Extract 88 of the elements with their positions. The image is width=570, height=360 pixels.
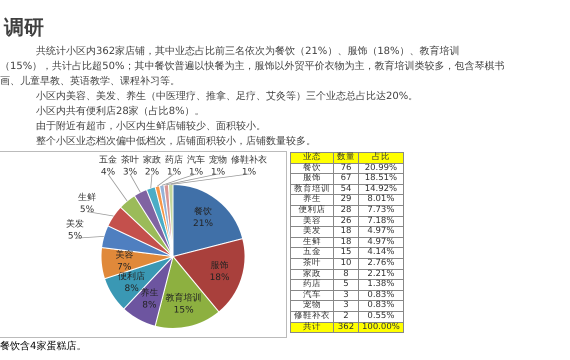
data-label: 1% xyxy=(210,167,226,178)
text: 2.76% xyxy=(358,258,404,270)
category-label: 教育培训 xyxy=(294,184,330,194)
text: 67 xyxy=(334,173,358,184)
data-label: 8% xyxy=(142,300,157,311)
slice-label: 五金 xyxy=(98,154,117,166)
text: 7.73% xyxy=(358,204,404,216)
text: 18 xyxy=(334,226,358,238)
data-label: 1% xyxy=(242,167,257,178)
text: 餐饮含4家蛋糕店。 xyxy=(0,340,86,353)
slice-label: 美容 xyxy=(115,249,134,260)
text: 54 xyxy=(334,184,358,195)
text: 2.21% xyxy=(358,268,404,280)
text: 28 xyxy=(334,204,358,216)
text: 362 xyxy=(334,322,358,333)
text: 小区内美容、美发、养生（中医理疗、推拿、足疗、艾灸等）三个业态总占比达20%。 xyxy=(35,90,420,104)
category-label: 生鲜 xyxy=(303,236,321,247)
category-label: 药店 xyxy=(303,279,321,290)
text: 4.97% xyxy=(358,236,404,248)
data-label: 7% xyxy=(117,262,132,272)
slice-label: 便利店 xyxy=(118,271,146,282)
text: 0.55% xyxy=(358,310,404,322)
text: 100.00% xyxy=(358,322,404,333)
category-label: 汽车 xyxy=(303,290,321,300)
data-label: 21% xyxy=(193,219,214,230)
category-label: 五金 xyxy=(303,247,321,258)
text: 5 xyxy=(334,279,358,290)
text: 业态 xyxy=(290,152,334,164)
text: 18.51% xyxy=(358,173,404,184)
text: 3 xyxy=(334,290,358,301)
data-label: 15% xyxy=(174,306,194,316)
text: 10 xyxy=(334,258,358,270)
slice-label: 家政 xyxy=(142,154,161,166)
text: 2 xyxy=(334,310,358,322)
category-label: 美容 xyxy=(303,216,321,226)
data-label: 2% xyxy=(144,167,160,178)
slice-label: 药店 xyxy=(164,154,183,166)
category-label: 餐饮 xyxy=(303,162,321,173)
slice-label: 餐饮 xyxy=(194,206,212,218)
slice-label: 修鞋补衣 xyxy=(230,154,267,166)
text: 3 xyxy=(334,300,358,312)
text: 8 xyxy=(334,268,358,280)
text: 26 xyxy=(334,216,358,227)
data-label: 5% xyxy=(68,232,83,242)
text: 15 xyxy=(334,247,358,258)
slice-label: 教育培训 xyxy=(166,292,202,304)
text: 共计 xyxy=(290,322,334,333)
text: 8.01% xyxy=(358,194,404,206)
slice-label: 茶叶 xyxy=(120,154,139,166)
data-label: 5% xyxy=(80,205,95,216)
text: 共统计小区内362家店铺，其中业态占比前三名依次为餐饮（21%）、服饰（18%）、教育培训（15%），共计占比超50%；其中餐饮普遍以快餐为主，服饰以外贸平价衣物为主，教育培训类较多，包含琴棋书画、儿童早教、英语教学、课程补习等。 xyxy=(0,44,505,89)
data-label: 3% xyxy=(122,167,138,178)
category-label: 便利店 xyxy=(298,204,326,215)
text: 7.18% xyxy=(358,216,404,227)
data-label: 4% xyxy=(100,167,116,178)
slice-label: 美发 xyxy=(66,218,84,230)
data-label: 8% xyxy=(124,284,140,294)
text: 数量 xyxy=(334,152,358,164)
category-label: 宠物 xyxy=(303,300,321,310)
slice-label: 生鲜 xyxy=(78,192,96,204)
slice-label: 服饰 xyxy=(210,260,229,271)
text: 整个小区业态档次偏中低档次，店铺面积较小，店铺数量较多。 xyxy=(35,134,317,149)
slice-label: 养生 xyxy=(140,288,158,299)
text: 20.99% xyxy=(358,162,404,174)
chart-title: 调研 xyxy=(4,14,44,41)
text: 1.38% xyxy=(358,279,404,290)
category-label: 美发 xyxy=(303,226,321,236)
category-label: 服饰 xyxy=(303,173,321,184)
text: 小区内共有便利店28家（占比8%）。 xyxy=(35,104,206,119)
category-label: 养生 xyxy=(303,194,321,204)
text: 4.14% xyxy=(358,247,404,258)
data-label: 1% xyxy=(188,167,204,178)
slice-label: 宠物 xyxy=(208,154,227,166)
category-label: 修鞋补衣 xyxy=(294,310,330,321)
data-label: 18% xyxy=(210,272,230,283)
category-label: 茶叶 xyxy=(303,258,321,268)
text: 14.92% xyxy=(358,184,404,195)
text: 76 xyxy=(334,162,358,174)
slice-label: 汽车 xyxy=(186,154,205,166)
text: 0.83% xyxy=(358,290,404,301)
text: 占比 xyxy=(358,152,404,164)
text: 4.97% xyxy=(358,226,404,238)
data-label: 1% xyxy=(166,167,182,178)
category-label: 家政 xyxy=(303,268,321,279)
text: 0.83% xyxy=(358,300,404,312)
text: 18 xyxy=(334,236,358,248)
text: 29 xyxy=(334,194,358,206)
text: 由于附近有超市，小区内生鲜店铺较少、面积较小。 xyxy=(35,120,267,134)
